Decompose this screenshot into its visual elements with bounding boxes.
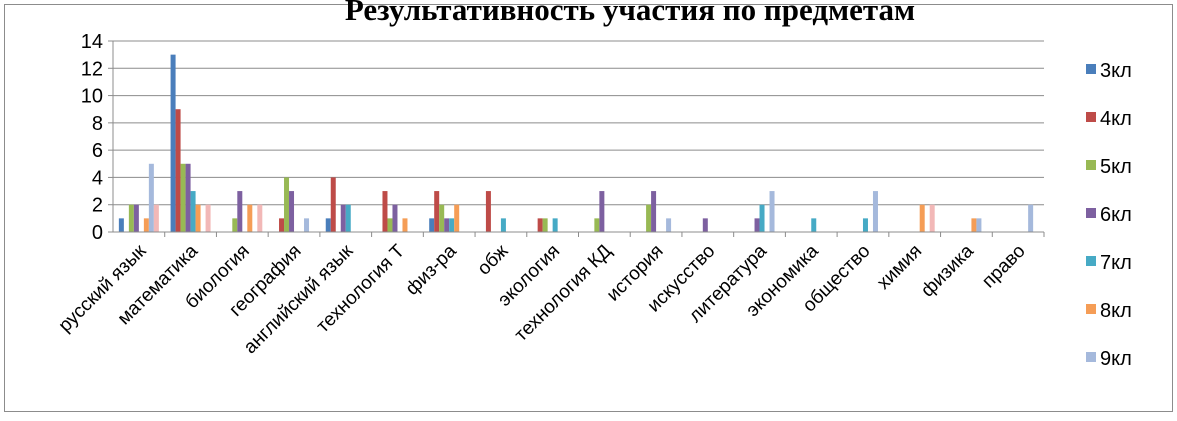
bar xyxy=(180,163,186,232)
y-tick-label: 14 xyxy=(81,31,103,53)
bar xyxy=(118,218,124,232)
bar xyxy=(651,191,657,232)
bar xyxy=(340,204,346,232)
bar xyxy=(754,218,760,232)
legend-swatch xyxy=(1086,352,1096,362)
bar xyxy=(976,218,982,232)
bar xyxy=(1028,204,1034,232)
bar xyxy=(133,204,139,232)
bar xyxy=(170,54,176,233)
bar xyxy=(330,177,336,232)
bar xyxy=(402,218,408,232)
bar xyxy=(392,204,398,232)
bar xyxy=(454,204,460,232)
legend-label: 3кл xyxy=(1100,60,1132,82)
chart-title: Результативность участия по предметам xyxy=(345,0,915,27)
bar xyxy=(862,218,868,232)
y-tick-label: 12 xyxy=(81,58,103,80)
bar xyxy=(552,218,558,232)
bar xyxy=(872,191,878,232)
bar xyxy=(485,191,491,232)
bar xyxy=(247,204,253,232)
legend-label: 8кл xyxy=(1100,300,1132,322)
bar xyxy=(304,218,310,232)
bar xyxy=(971,218,977,232)
legend-swatch xyxy=(1086,64,1096,74)
bar xyxy=(257,204,263,232)
bar xyxy=(205,204,211,232)
bar xyxy=(537,218,543,232)
bar xyxy=(387,218,393,232)
bar xyxy=(929,204,935,232)
legend-swatch xyxy=(1086,160,1096,170)
bar xyxy=(666,218,672,232)
bar xyxy=(195,204,201,232)
bar xyxy=(279,218,285,232)
legend-label: 6кл xyxy=(1100,204,1132,226)
bar xyxy=(919,204,925,232)
bar xyxy=(542,218,548,232)
legend-swatch xyxy=(1086,304,1096,314)
bar xyxy=(594,218,600,232)
legend-swatch xyxy=(1086,208,1096,218)
legend-label: 7кл xyxy=(1100,252,1132,274)
bar xyxy=(439,204,445,232)
bar xyxy=(599,191,605,232)
legend: 3кл 4кл 5кл 6кл 7кл 8кл 9кл xyxy=(1086,60,1132,370)
legend-label: 5кл xyxy=(1100,156,1132,178)
legend-label: 4кл xyxy=(1100,108,1132,130)
bar xyxy=(190,191,196,232)
grid-layer xyxy=(113,40,1044,206)
bar xyxy=(185,163,191,232)
y-tick-label: 0 xyxy=(92,222,103,244)
bar xyxy=(444,218,450,232)
bar xyxy=(143,218,149,232)
y-tick-label: 6 xyxy=(92,140,103,162)
y-tick-label: 2 xyxy=(92,195,103,217)
bar xyxy=(237,191,243,232)
bar xyxy=(148,163,154,232)
bar xyxy=(646,204,652,232)
bar xyxy=(429,218,435,232)
bar xyxy=(175,109,181,232)
bar xyxy=(284,177,290,232)
bar xyxy=(289,191,295,232)
bar-layer xyxy=(118,54,1034,233)
legend-swatch xyxy=(1086,256,1096,266)
legend-label: 9кл xyxy=(1100,348,1132,370)
y-tick-label: 10 xyxy=(81,86,103,108)
bar xyxy=(759,204,765,232)
bar xyxy=(382,191,388,232)
bar xyxy=(702,218,708,232)
bar xyxy=(434,191,440,232)
bar xyxy=(811,218,817,232)
bar xyxy=(153,204,159,232)
bar xyxy=(769,191,775,232)
bar xyxy=(128,204,134,232)
y-tick-label: 8 xyxy=(92,113,103,135)
y-tick-label: 4 xyxy=(92,167,103,189)
bar xyxy=(345,204,351,232)
bar xyxy=(449,218,455,232)
bar xyxy=(500,218,506,232)
bar xyxy=(232,218,238,232)
bar xyxy=(325,218,331,232)
legend-swatch xyxy=(1086,112,1096,122)
